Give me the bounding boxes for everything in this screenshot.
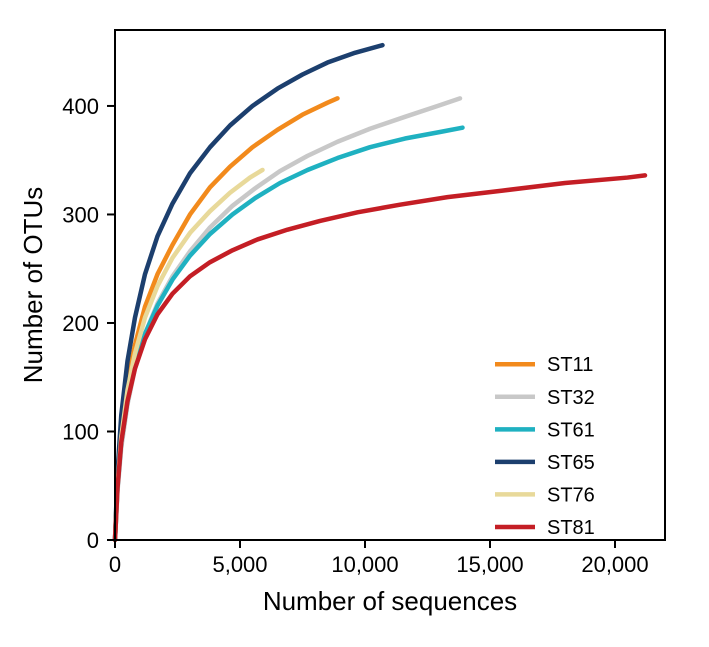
x-tick-label: 10,000 [331, 552, 398, 577]
legend-label-ST81: ST81 [547, 517, 595, 539]
x-tick-label: 0 [109, 552, 121, 577]
x-tick-label: 15,000 [456, 552, 523, 577]
x-tick-label: 5,000 [212, 552, 267, 577]
legend-label-ST61: ST61 [547, 419, 595, 441]
y-tick-label: 200 [62, 311, 99, 336]
x-axis-label: Number of sequences [263, 586, 517, 616]
chart-bg [0, 0, 709, 647]
y-axis-label: Number of OTUs [18, 187, 48, 384]
chart-svg: 0 5,000 10,000 15,000 20,000 0 100 200 300 400 Num… [0, 0, 709, 647]
legend-label-ST32: ST32 [547, 387, 595, 409]
y-tick-label: 100 [62, 419, 99, 444]
y-tick-label: 300 [62, 202, 99, 227]
y-tick-label: 400 [62, 94, 99, 119]
legend-label-ST65: ST65 [547, 452, 595, 474]
y-tick-label: 0 [87, 528, 99, 553]
legend-label-ST76: ST76 [547, 484, 595, 506]
x-tick-label: 20,000 [581, 552, 648, 577]
rarefaction-chart: 0 5,000 10,000 15,000 20,000 0 100 200 300 400 Num… [0, 0, 709, 647]
legend-label-ST11: ST11 [547, 354, 593, 376]
